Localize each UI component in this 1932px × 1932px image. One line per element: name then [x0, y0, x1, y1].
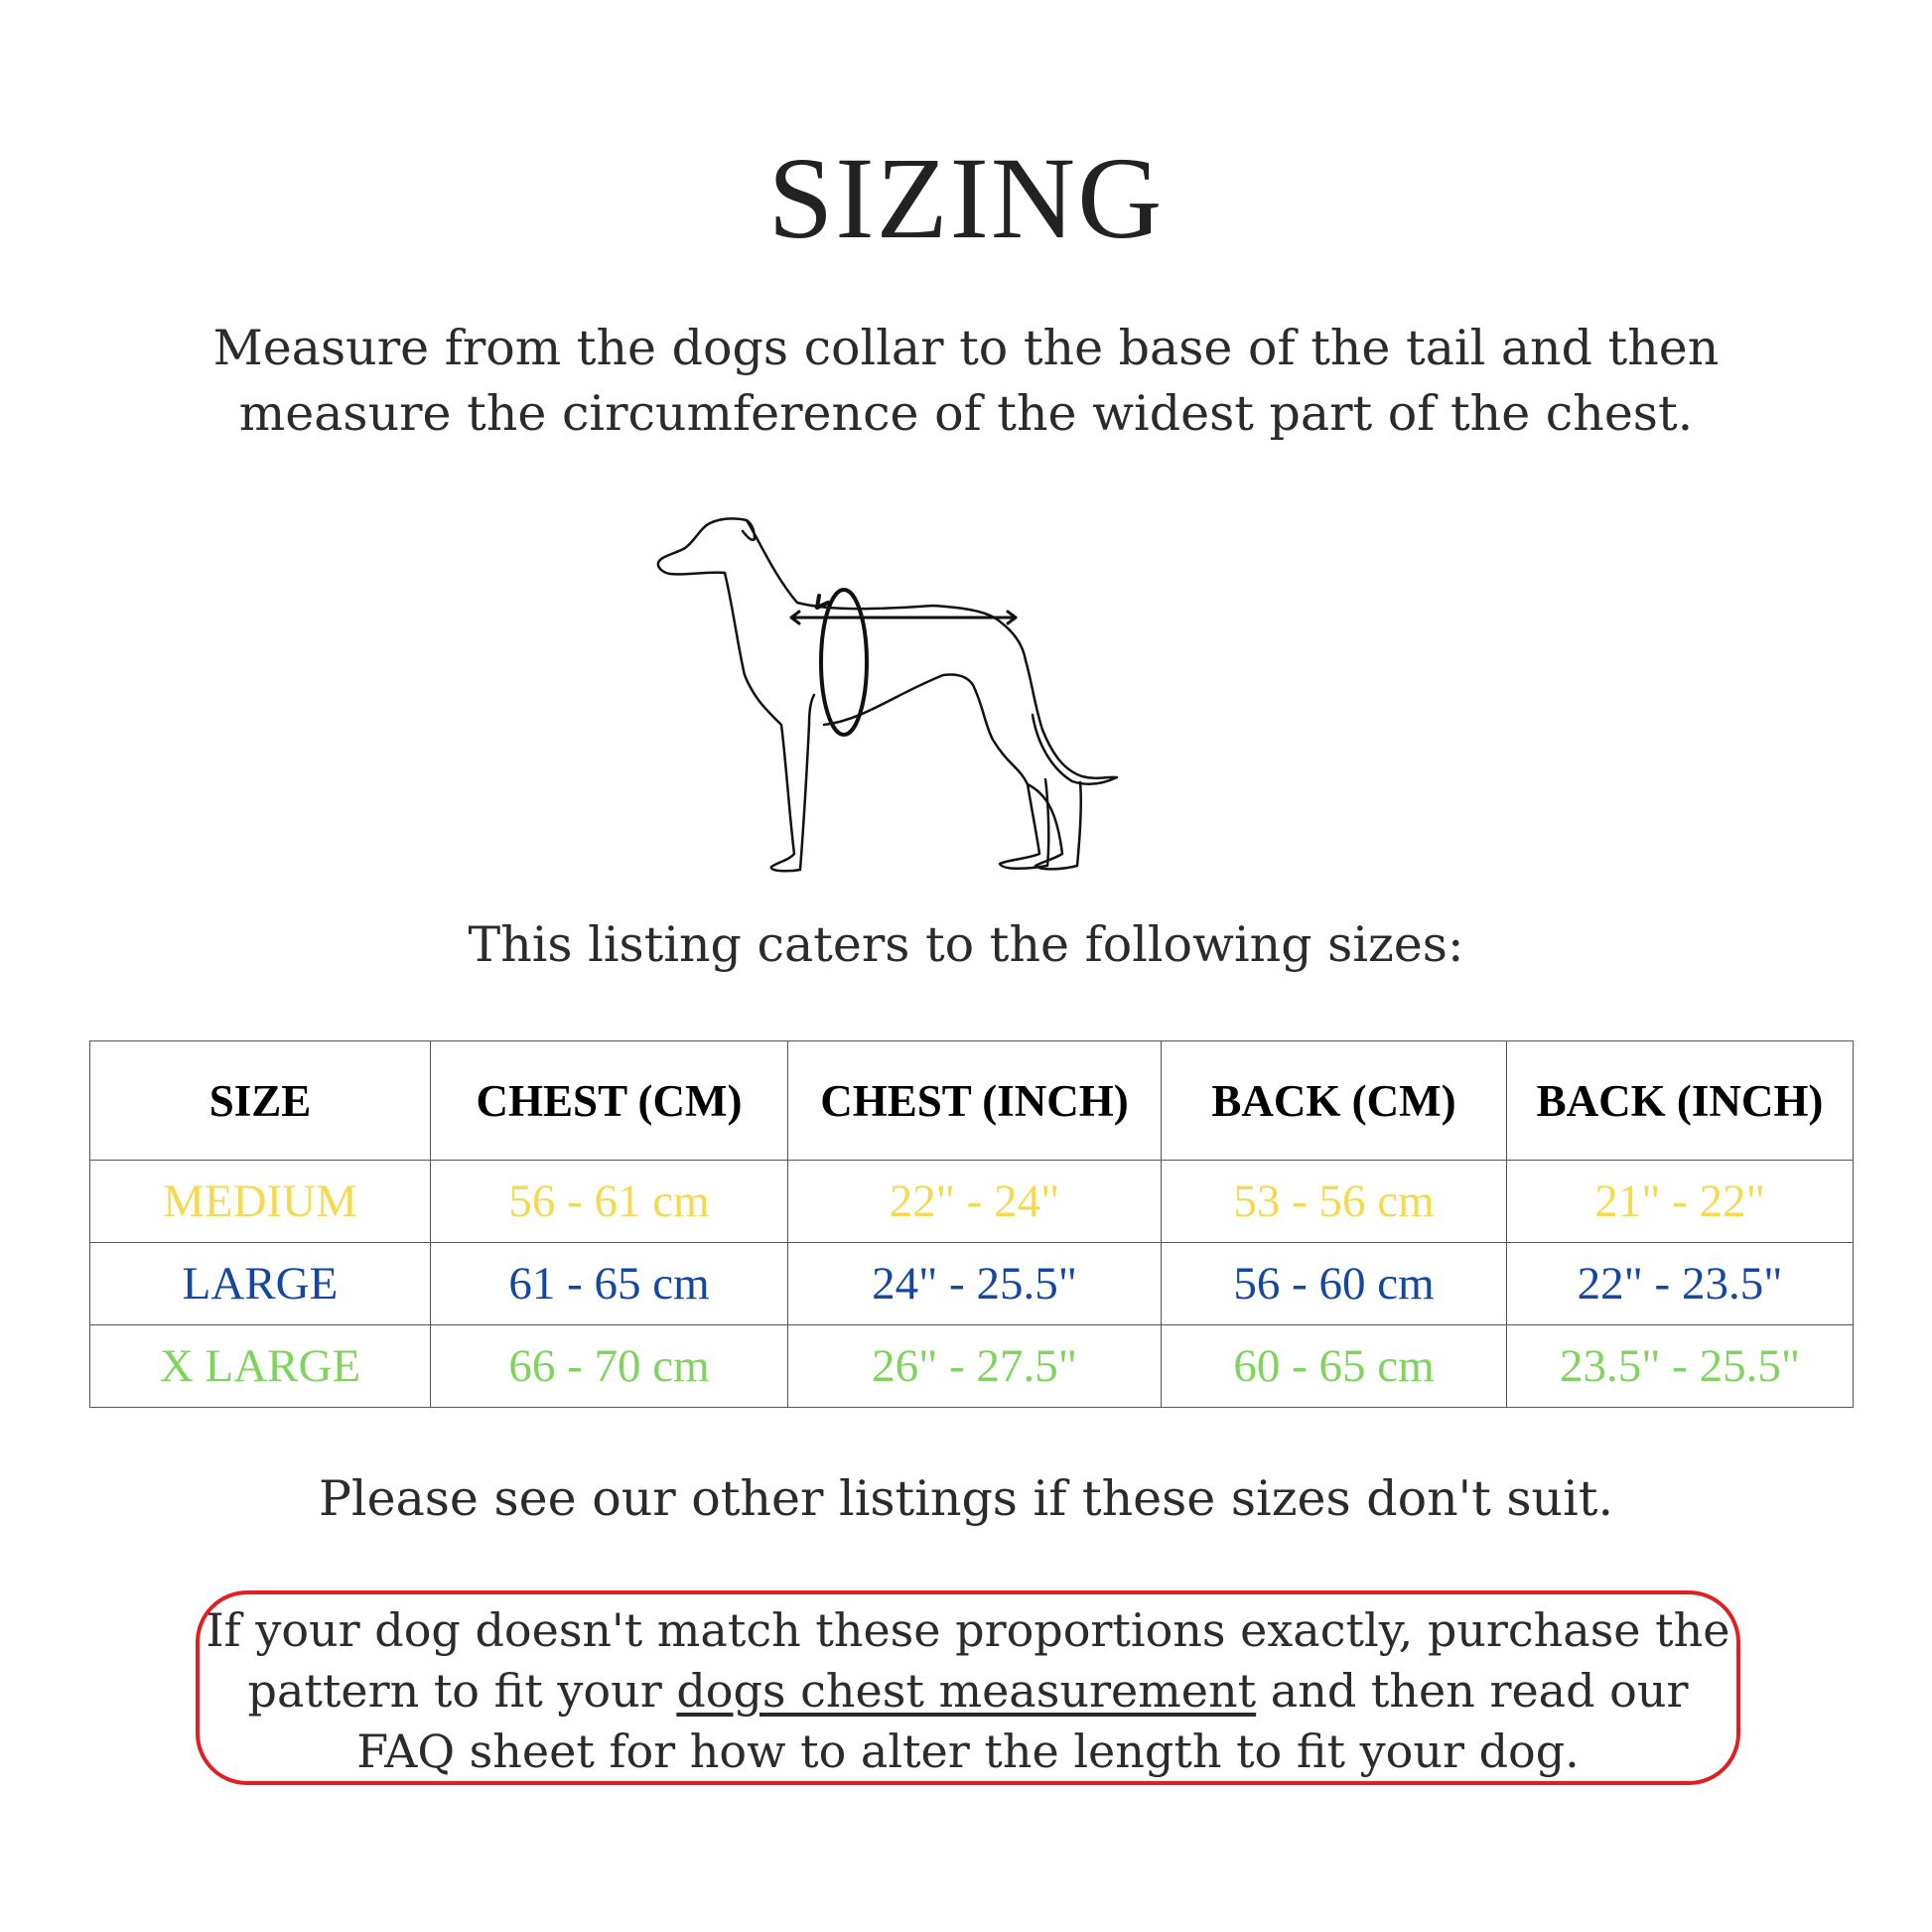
page-title: SIZING: [767, 133, 1165, 263]
arrowhead-right: [1006, 610, 1018, 625]
cell-back-inch: 23.5" - 25.5": [1506, 1324, 1854, 1408]
cell-back-cm: 56 - 60 cm: [1161, 1242, 1507, 1325]
loop-arrowhead: [815, 594, 830, 610]
dog-outline: [656, 517, 1119, 786]
cell-back-inch: 21" - 22": [1506, 1160, 1854, 1243]
header-chest-inch: CHEST (INCH): [787, 1040, 1162, 1161]
cell-back-inch: 22" - 23.5": [1506, 1242, 1854, 1325]
cell-size: X LARGE: [89, 1324, 431, 1408]
size-table: SIZE CHEST (CM) CHEST (INCH) BACK (CM) B…: [89, 1040, 1854, 1408]
cell-chest-inch: 22" - 24": [787, 1160, 1162, 1243]
cell-size: MEDIUM: [89, 1160, 431, 1243]
dog-measurement-icon: [656, 517, 1119, 873]
table-header-row: SIZE CHEST (CM) CHEST (INCH) BACK (CM) B…: [89, 1040, 1854, 1161]
header-back-cm: BACK (CM): [1161, 1040, 1507, 1161]
other-listings-note: Please see our other listings if these s…: [318, 1470, 1614, 1527]
cell-back-cm: 60 - 65 cm: [1161, 1324, 1507, 1408]
intro-line-1: Measure from the dogs collar to the base…: [212, 320, 1720, 376]
dog-hind-leg: [1026, 780, 1083, 871]
callout-text-1: If your dog doesn't match these proporti…: [206, 1603, 1730, 1718]
intro-line-2: measure the circumference of the widest …: [238, 385, 1694, 442]
header-chest-cm: CHEST (CM): [430, 1040, 788, 1161]
cell-chest-cm: 66 - 70 cm: [430, 1324, 788, 1408]
cell-back-cm: 53 - 56 cm: [1161, 1160, 1507, 1243]
cell-chest-cm: 56 - 61 cm: [430, 1160, 788, 1243]
chest-circumference-loop: [819, 588, 869, 737]
callout-text-2: and then read our FAQ sheet for how to a…: [356, 1664, 1689, 1778]
intro-text: Measure from the dogs collar to the base…: [0, 316, 1932, 447]
table-row-x-large: X LARGE 66 - 70 cm 26" - 27.5" 60 - 65 c…: [89, 1324, 1854, 1408]
cell-chest-inch: 26" - 27.5": [787, 1324, 1162, 1408]
cell-size: LARGE: [89, 1242, 431, 1325]
arrowhead-left: [789, 610, 801, 625]
table-row-medium: MEDIUM 56 - 61 cm 22" - 24" 53 - 56 cm 2…: [89, 1160, 1854, 1243]
chest-measurement-link[interactable]: dogs chest measurement: [676, 1664, 1257, 1718]
cell-chest-cm: 61 - 65 cm: [430, 1242, 788, 1325]
proportions-callout: If your dog doesn't match these proporti…: [196, 1590, 1740, 1785]
sizes-intro-text: This listing caters to the following siz…: [468, 916, 1464, 973]
table-row-large: LARGE 61 - 65 cm 24" - 25.5" 56 - 60 cm …: [89, 1242, 1854, 1325]
cell-chest-inch: 24" - 25.5": [787, 1242, 1162, 1325]
header-size: SIZE: [89, 1040, 431, 1161]
header-back-inch: BACK (INCH): [1506, 1040, 1854, 1161]
